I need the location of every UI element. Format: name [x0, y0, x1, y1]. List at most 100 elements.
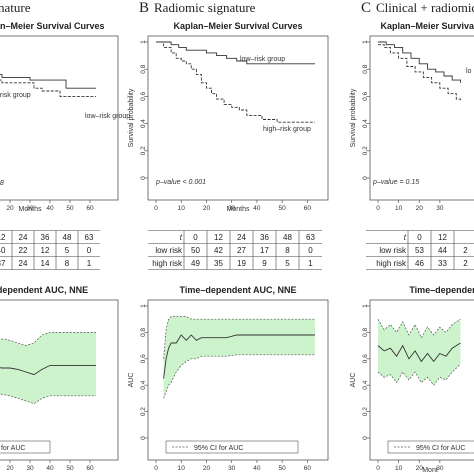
table-cell: 19: [237, 259, 246, 268]
x-tick-label: 40: [46, 465, 54, 472]
y-tick-label: 1: [362, 40, 369, 44]
chart-a-0: Kaplan–Meier Survival Curves 20 30 40 50 60 Mo…: [0, 21, 119, 213]
table-cell: 5: [285, 259, 290, 268]
chart-b-4: Time–dependent AUC, NNE 0 10 20 30 40 50 60 0 0.2…: [128, 285, 329, 472]
x-tick-label: 0: [376, 465, 380, 472]
x-tick-label: 50: [66, 465, 74, 472]
x-tick-label: 40: [253, 465, 261, 472]
plot-frame: [147, 299, 329, 461]
x-tick-label: 20: [6, 205, 14, 212]
x-tick-label: 50: [66, 205, 74, 212]
table-cell: 12: [41, 246, 50, 255]
chart-annotation: –risk group: [0, 92, 31, 99]
legend-label: 95% CI for AUC: [194, 445, 243, 452]
plot-frame: [0, 35, 119, 201]
x-tick-label: 30: [228, 205, 236, 212]
table-cell: 40: [0, 246, 6, 255]
x-tick-label: 60: [304, 205, 312, 212]
y-axis-label: AUC: [350, 373, 357, 388]
ci-upper-line: [0, 332, 96, 346]
ci-band: [163, 316, 315, 399]
table-cell: 35: [214, 259, 223, 268]
x-tick-label: 30: [26, 465, 34, 472]
plot-frame: [147, 35, 329, 201]
y-tick-label: 0.2: [140, 407, 147, 416]
table-cell: 0: [87, 246, 92, 255]
y-tick-label: 1: [140, 304, 147, 308]
table-cell: 17: [260, 246, 269, 255]
risk-table-c: t 0 12 low risk 53 44 2 high risk 46 33 2: [366, 230, 474, 270]
y-tick-label: 0.6: [140, 354, 147, 363]
x-tick-label: 50: [279, 465, 287, 472]
table-cell: 24: [19, 259, 28, 268]
table-cell: 2: [463, 259, 468, 268]
chart-annotation: p–value = 0.15: [372, 179, 419, 186]
x-tick-label: 40: [46, 205, 54, 212]
table-cell: 8: [285, 246, 290, 255]
y-tick-label: 0.4: [362, 380, 369, 389]
table-cell: 53: [415, 246, 424, 255]
table-header-cell: t: [404, 233, 407, 242]
y-tick-label: 0.8: [140, 328, 147, 337]
panel-a-title: nature: [0, 0, 31, 15]
y-tick-label: 0.2: [140, 146, 147, 155]
y-tick-label: 1: [362, 304, 369, 308]
table-cell: 46: [415, 259, 424, 268]
x-tick-label: 10: [395, 465, 403, 472]
x-tick-label: 0: [154, 205, 158, 212]
y-tick-label: 0.6: [140, 92, 147, 101]
table-cell: 50: [191, 246, 200, 255]
table-cell: 27: [237, 246, 246, 255]
x-tick-label: 50: [279, 205, 287, 212]
y-tick-label: 0.8: [362, 64, 369, 73]
series-line-1: [0, 79, 96, 97]
y-axis-label: Survival probability: [128, 88, 135, 147]
tables-layer: 1224364863040221250937241481t01224364863…: [0, 230, 474, 270]
table-cell: 0: [308, 246, 313, 255]
chart-c-5: Time–dependent 0 10 20 30 0 0.2 0.4 0.6 0.8 1 Mont A…: [350, 285, 474, 474]
table-cell: high risk: [152, 259, 183, 268]
ci-upper-line: [377, 318, 461, 339]
table-cell: 1: [87, 259, 92, 268]
series-line-0: [156, 41, 315, 65]
chart-annotation: low–risk group: [240, 56, 285, 63]
series-line-0: [0, 364, 96, 376]
x-tick-label: 0: [154, 465, 158, 472]
x-tick-label: 30: [436, 205, 444, 212]
series-line-0: [163, 334, 315, 379]
table-header-cell: t: [180, 233, 183, 242]
chart-title: Kaplan–Meier Survival Curves: [173, 21, 302, 31]
risk-table-b: t 0 12 24 36 48 63 low risk 50 42 27 17 8 0 high risk 4…: [148, 230, 322, 270]
y-tick-label: 0: [140, 176, 147, 180]
risk-table-a: 1224364863040221250937241481: [0, 230, 100, 270]
table-cell: 1: [308, 259, 313, 268]
ci-upper-line: [163, 316, 315, 359]
y-tick-label: 0.6: [362, 354, 369, 363]
table-cell: 42: [214, 246, 223, 255]
chart-annotation: 68: [0, 180, 4, 187]
series-line-0: [377, 342, 461, 363]
table-cell: 14: [41, 259, 50, 268]
chart-title: –dependent AUC, NNE: [0, 285, 88, 295]
panel-b-letter: B: [139, 0, 149, 16]
chart-title: Kaplan–Meier Survival Curves: [0, 21, 105, 31]
table-cell: 8: [65, 259, 70, 268]
table-header-cell: 24: [19, 233, 28, 242]
series-line-1: [378, 44, 461, 102]
x-tick-label: 30: [228, 465, 236, 472]
panel-c-title: Clinical + radiomic s: [376, 0, 474, 15]
x-tick-label: 20: [203, 205, 211, 212]
y-tick-label: 0.2: [362, 146, 369, 155]
y-axis-label: AUC: [128, 373, 135, 388]
ci-lower-line: [377, 363, 461, 386]
table-cell: high risk: [376, 259, 407, 268]
ci-band: [378, 319, 461, 386]
table-header-cell: 0: [417, 233, 422, 242]
table-cell: low risk: [155, 246, 183, 255]
plot-frame: [0, 299, 119, 461]
legend-label: CI for AUC: [0, 445, 25, 452]
y-tick-label: 0.4: [362, 119, 369, 128]
table-header-cell: 36: [41, 233, 50, 242]
x-tick-label: 30: [26, 205, 34, 212]
x-tick-label: 60: [86, 465, 94, 472]
